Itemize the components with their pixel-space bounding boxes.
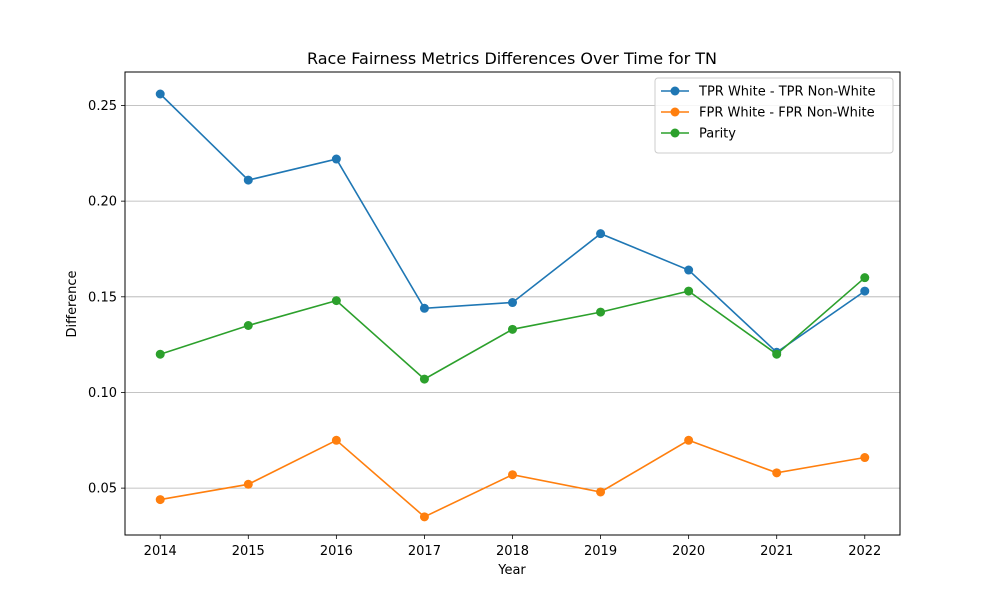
data-point <box>596 307 606 317</box>
data-point <box>508 470 517 480</box>
x-tick-label: 2020 <box>672 544 705 559</box>
data-point <box>331 154 341 164</box>
legend-item: TPR White - TPR Non-White <box>661 85 876 100</box>
legend-label: TPR White - TPR Non-White <box>698 85 876 100</box>
legend-marker <box>670 86 680 96</box>
x-axis: 2014 2015 2016 2017 2018 2019 2020 2021 2022 <box>144 535 881 559</box>
data-point <box>331 435 341 445</box>
y-tick-label: 0.15 <box>88 290 117 305</box>
legend-box <box>654 77 894 154</box>
data-point <box>155 495 165 505</box>
data-point <box>243 321 253 331</box>
series-layer <box>155 89 870 522</box>
data-point <box>860 286 870 296</box>
data-point <box>684 435 694 445</box>
data-point <box>684 286 694 296</box>
data-point <box>419 303 429 313</box>
data-point <box>596 487 606 497</box>
data-point <box>508 298 517 308</box>
data-point <box>684 265 694 275</box>
legend-marker <box>670 128 680 138</box>
x-tick-label: 2019 <box>584 544 617 559</box>
data-point <box>243 479 253 489</box>
series-2 <box>155 435 870 522</box>
y-axis-label: Difference <box>65 270 80 337</box>
gridlines <box>125 105 900 489</box>
x-tick-label: 2017 <box>408 544 441 559</box>
data-point <box>860 453 870 463</box>
y-axis: 0.05 0.10 0.15 0.20 0.25 <box>88 99 125 497</box>
legend-item: Parity <box>661 127 736 142</box>
data-point <box>508 324 517 334</box>
y-tick-label: 0.05 <box>88 482 117 497</box>
data-point <box>155 89 165 99</box>
data-point <box>772 468 782 478</box>
y-tick-label: 0.20 <box>88 195 117 210</box>
data-point <box>155 349 165 359</box>
data-point <box>596 229 606 239</box>
x-tick-label: 2014 <box>144 544 177 559</box>
x-tick-label: 2022 <box>848 544 881 559</box>
legend-label: Parity <box>699 127 736 142</box>
legend: TPR White - TPR Non-White FPR White - FPR… <box>654 77 894 154</box>
data-point <box>331 296 341 306</box>
legend-item: FPR White - FPR Non-White <box>661 106 875 121</box>
chart-title: Race Fairness Metrics Differences Over T… <box>307 49 717 68</box>
x-tick-label: 2018 <box>496 544 529 559</box>
x-tick-label: 2015 <box>232 544 265 559</box>
x-axis-label: Year <box>497 563 526 578</box>
legend-marker <box>670 107 680 117</box>
series-1 <box>155 89 870 357</box>
x-tick-label: 2021 <box>760 544 793 559</box>
x-tick-label: 2016 <box>320 544 353 559</box>
data-point <box>243 175 253 185</box>
data-point <box>772 349 782 359</box>
data-point <box>419 512 429 522</box>
data-point <box>860 273 870 283</box>
data-point <box>419 374 429 384</box>
y-tick-label: 0.25 <box>88 99 117 114</box>
legend-label: FPR White - FPR Non-White <box>699 106 875 121</box>
y-tick-label: 0.10 <box>88 386 117 401</box>
series-3 <box>155 273 870 384</box>
